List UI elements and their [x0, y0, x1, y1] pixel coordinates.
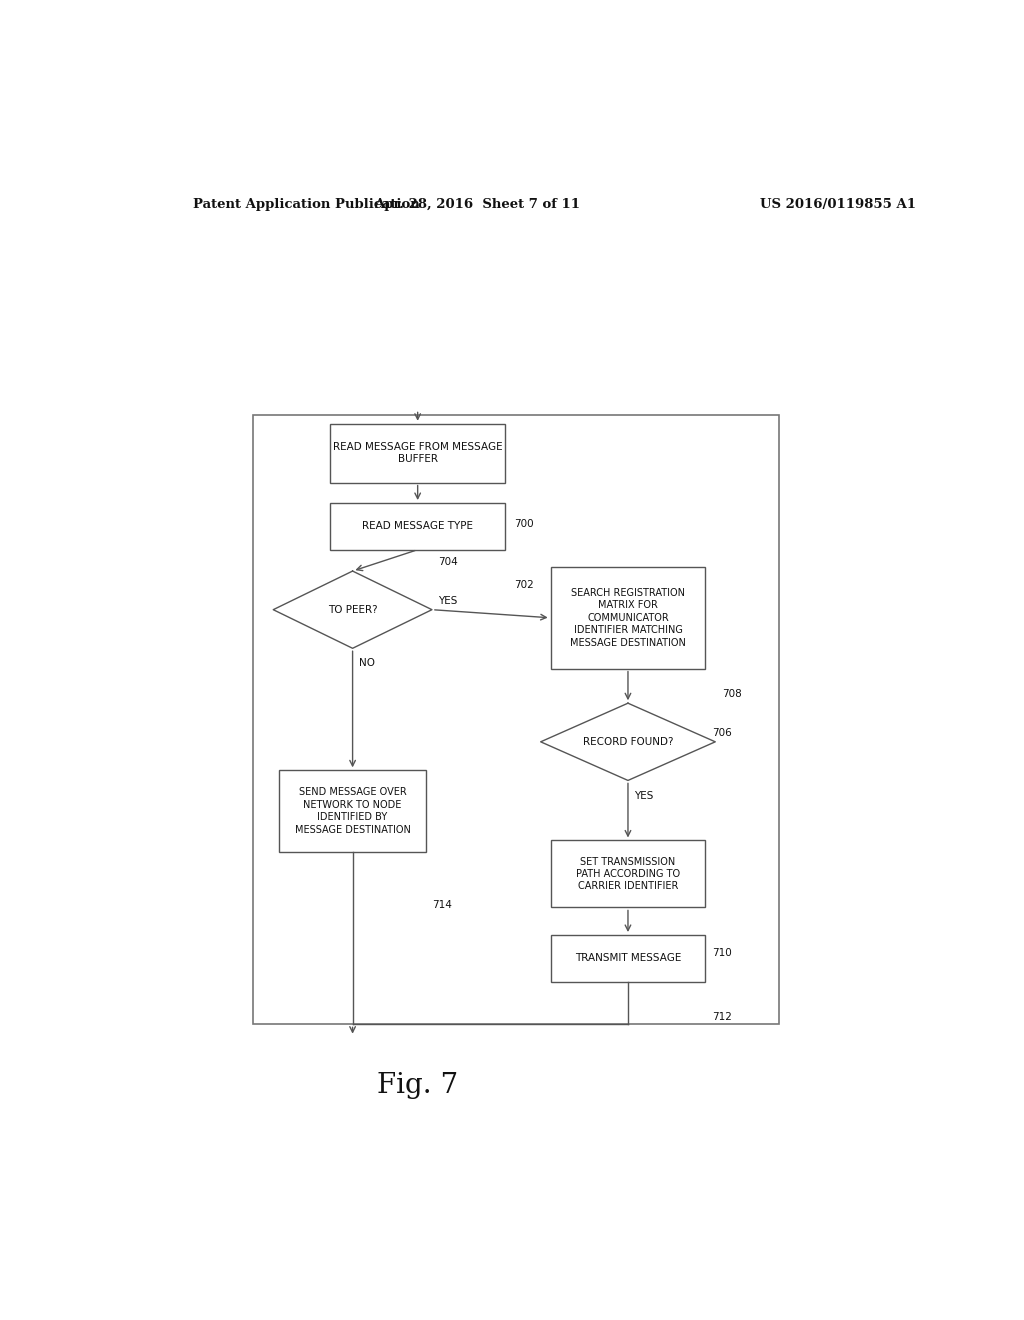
Text: 702: 702: [514, 581, 535, 590]
Text: 708: 708: [722, 689, 741, 700]
Bar: [253, 414, 778, 1024]
Text: YES: YES: [634, 791, 653, 801]
Text: SET TRANSMISSION
PATH ACCORDING TO
CARRIER IDENTIFIER: SET TRANSMISSION PATH ACCORDING TO CARRI…: [575, 857, 680, 891]
Text: 704: 704: [438, 557, 458, 568]
Text: Patent Application Publication: Patent Application Publication: [194, 198, 420, 211]
Bar: [331, 503, 505, 549]
Bar: [551, 568, 706, 669]
Text: NO: NO: [359, 659, 375, 668]
Text: READ MESSAGE TYPE: READ MESSAGE TYPE: [362, 521, 473, 532]
Bar: [331, 424, 505, 483]
Text: 710: 710: [712, 948, 731, 958]
Bar: [280, 771, 426, 851]
Text: TRANSMIT MESSAGE: TRANSMIT MESSAGE: [574, 953, 681, 964]
Text: 706: 706: [712, 727, 731, 738]
Text: 712: 712: [712, 1012, 731, 1022]
Text: SEARCH REGISTRATION
MATRIX FOR
COMMUNICATOR
IDENTIFIER MATCHING
MESSAGE DESTINAT: SEARCH REGISTRATION MATRIX FOR COMMUNICA…: [570, 587, 686, 648]
Text: Fig. 7: Fig. 7: [377, 1072, 459, 1098]
Text: 700: 700: [514, 519, 535, 529]
Text: Apr. 28, 2016  Sheet 7 of 11: Apr. 28, 2016 Sheet 7 of 11: [374, 198, 581, 211]
Polygon shape: [541, 704, 715, 780]
Text: READ MESSAGE FROM MESSAGE
BUFFER: READ MESSAGE FROM MESSAGE BUFFER: [333, 442, 503, 465]
Text: SEND MESSAGE OVER
NETWORK TO NODE
IDENTIFIED BY
MESSAGE DESTINATION: SEND MESSAGE OVER NETWORK TO NODE IDENTI…: [295, 787, 411, 834]
Text: RECORD FOUND?: RECORD FOUND?: [583, 737, 673, 747]
Bar: [551, 841, 706, 907]
Text: US 2016/0119855 A1: US 2016/0119855 A1: [760, 198, 916, 211]
Text: 714: 714: [432, 900, 453, 911]
Text: YES: YES: [438, 595, 458, 606]
Text: TO PEER?: TO PEER?: [328, 605, 378, 615]
Polygon shape: [273, 572, 432, 648]
Bar: [551, 935, 706, 982]
